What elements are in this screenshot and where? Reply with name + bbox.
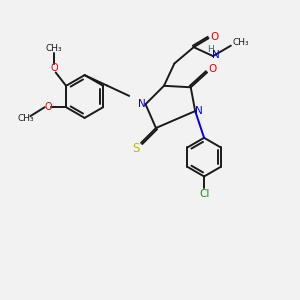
Text: N: N [212,50,220,60]
Text: O: O [50,63,58,73]
Text: N: N [138,99,146,109]
Text: Cl: Cl [200,189,210,199]
Text: CH₃: CH₃ [18,114,34,123]
Text: H: H [207,45,214,54]
Text: O: O [44,102,52,112]
Text: S: S [132,142,140,155]
Text: O: O [208,64,217,74]
Text: CH₃: CH₃ [46,44,62,53]
Text: CH₃: CH₃ [232,38,249,46]
Text: O: O [210,32,219,42]
Text: N: N [195,106,203,116]
